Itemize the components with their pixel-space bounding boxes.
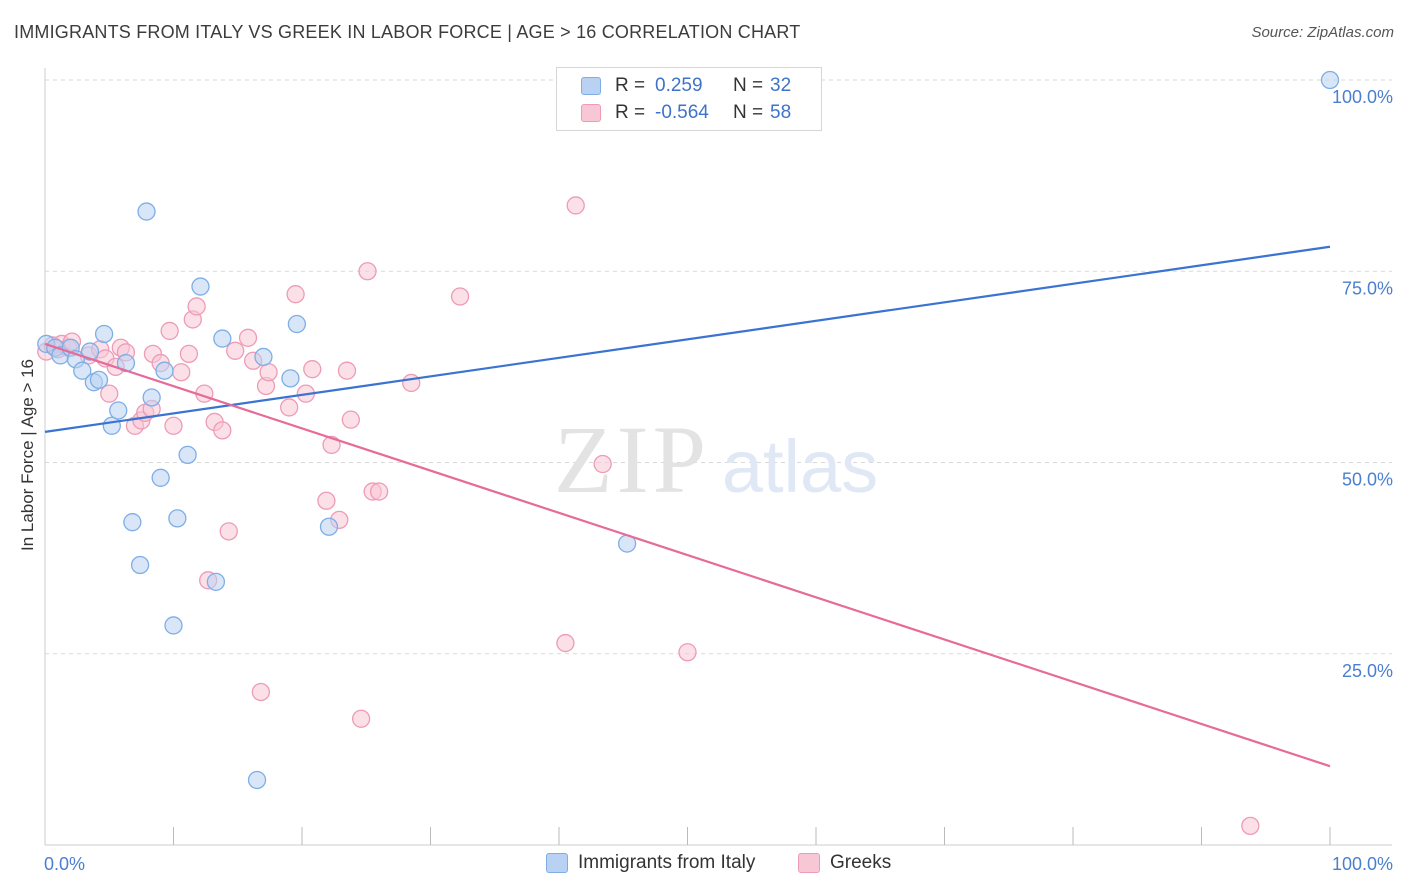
data-point: [251, 682, 271, 702]
data-point: [566, 196, 585, 215]
data-point: [100, 384, 119, 403]
data-point: [226, 341, 245, 360]
data-point: [247, 770, 267, 790]
trend-lines: [44, 245, 1331, 768]
n-label: N =: [733, 75, 764, 96]
greeks-points: [37, 196, 1260, 836]
x-tick-label: 0.0%: [44, 854, 85, 874]
data-point: [678, 643, 697, 662]
legend-row-greeks: R = -0.564 N = 58: [581, 100, 791, 126]
data-point: [178, 445, 197, 465]
data-point: [142, 388, 161, 407]
data-point: [556, 633, 575, 653]
data-point: [358, 262, 377, 281]
data-point: [286, 285, 305, 304]
italy-legend-label: Immigrants from Italy: [578, 852, 756, 873]
watermark-atlas: atlas: [722, 425, 878, 508]
data-point: [254, 347, 273, 367]
watermark-zip: ZIP: [554, 406, 710, 513]
italy-legend-swatch: [546, 853, 568, 873]
data-point: [369, 482, 389, 501]
data-point: [351, 709, 371, 728]
data-point: [137, 202, 156, 221]
r-label: R =: [615, 102, 646, 123]
n-label: N =: [733, 102, 764, 123]
data-point: [155, 361, 174, 380]
data-point: [80, 342, 100, 361]
data-point: [164, 416, 183, 435]
data-point: [89, 370, 109, 390]
data-point: [94, 324, 114, 344]
data-point: [238, 328, 258, 347]
data-point: [322, 435, 341, 455]
data-point: [341, 410, 360, 429]
axes: [44, 68, 1392, 846]
greeks-r-value: -0.564: [655, 102, 709, 123]
data-point: [281, 369, 300, 388]
data-point: [219, 522, 238, 541]
data-point: [213, 421, 232, 440]
y-tick-label: 25.0%: [1342, 661, 1393, 681]
data-point: [450, 287, 470, 306]
y-axis-label: In Labor Force | Age > 16: [18, 358, 37, 552]
bottom-legend-italy: Immigrants from Italy: [546, 852, 755, 874]
data-point: [593, 454, 612, 474]
data-point: [259, 363, 278, 382]
x-tick-label: 100.0%: [1332, 854, 1393, 874]
data-point: [168, 509, 187, 528]
source-label: Source: ZipAtlas.com: [1251, 24, 1394, 41]
data-point: [151, 468, 170, 487]
tick-labels: 25.0% 50.0% 75.0% 100.0% 0.0% 100.0%: [44, 87, 1393, 874]
watermark: ZIP atlas: [554, 406, 878, 513]
r-label: R =: [615, 75, 646, 96]
data-point: [109, 401, 128, 420]
italy-r-value: 0.259: [655, 75, 703, 96]
correlation-legend: R = 0.259 N = 32 R = -0.564 N = 58: [556, 67, 822, 131]
italy-swatch: [581, 77, 601, 95]
data-point: [206, 572, 226, 591]
data-point: [102, 416, 121, 435]
data-point: [337, 361, 357, 380]
data-point: [213, 329, 232, 348]
italy-trend-line: [44, 245, 1331, 433]
data-point: [172, 363, 191, 382]
greeks-legend-swatch: [798, 853, 820, 873]
greeks-trend-line: [44, 342, 1331, 768]
greeks-n-value: 58: [770, 102, 792, 123]
legend-row-italy: R = 0.259 N = 32: [581, 73, 791, 99]
data-point: [317, 491, 336, 510]
data-point: [191, 277, 210, 296]
y-tick-label: 50.0%: [1342, 470, 1393, 490]
data-point: [130, 555, 150, 575]
data-point: [73, 361, 92, 380]
y-tick-label: 100.0%: [1332, 87, 1393, 107]
data-point: [319, 517, 339, 536]
data-point: [187, 297, 206, 316]
bottom-legend-greeks: Greeks: [798, 852, 891, 874]
data-point: [179, 344, 199, 364]
data-point: [1241, 816, 1260, 836]
greeks-legend-label: Greeks: [830, 852, 892, 873]
data-point: [279, 398, 299, 417]
greeks-swatch: [581, 104, 601, 122]
data-point: [402, 373, 421, 393]
data-point: [303, 360, 322, 379]
y-tick-label: 75.0%: [1342, 278, 1393, 298]
chart-title: IMMIGRANTS FROM ITALY VS GREEK IN LABOR …: [14, 22, 801, 42]
data-point: [160, 321, 179, 341]
data-point: [287, 314, 307, 334]
data-point: [123, 513, 142, 532]
data-point: [1320, 70, 1340, 90]
data-point: [164, 616, 183, 635]
italy-n-value: 32: [770, 75, 792, 96]
